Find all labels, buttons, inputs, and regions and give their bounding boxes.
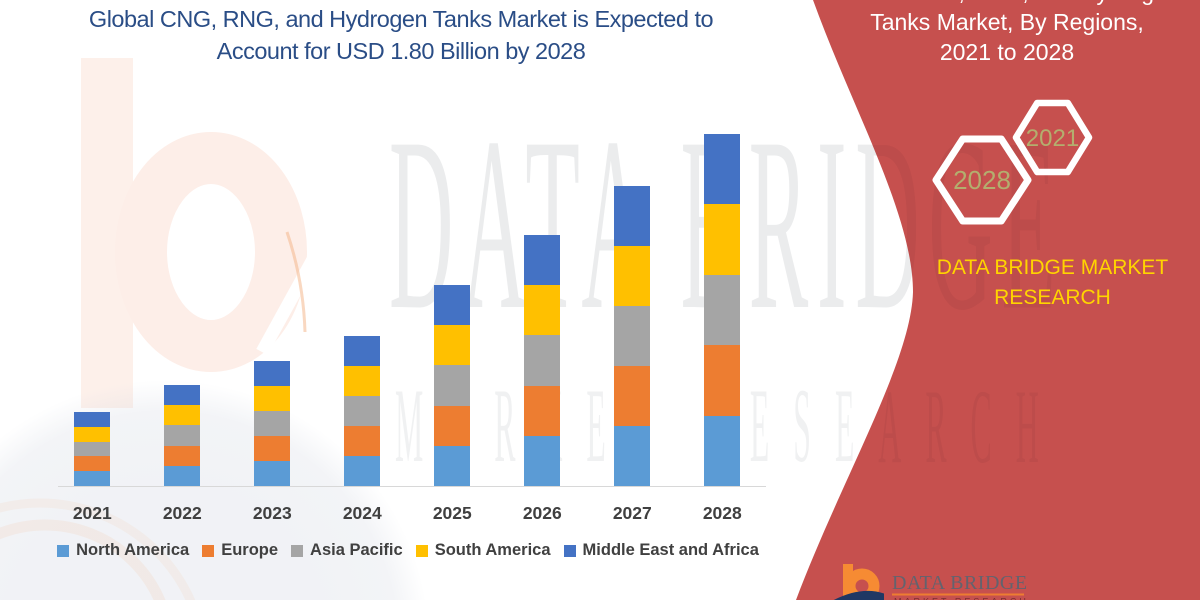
svg-text:MARKET RESEARCH: MARKET RESEARCH <box>894 597 1029 600</box>
svg-text:2028: 2028 <box>953 165 1011 195</box>
svg-text:2021: 2021 <box>1026 125 1079 152</box>
svg-text:DATA BRIDGE: DATA BRIDGE <box>892 572 1028 594</box>
